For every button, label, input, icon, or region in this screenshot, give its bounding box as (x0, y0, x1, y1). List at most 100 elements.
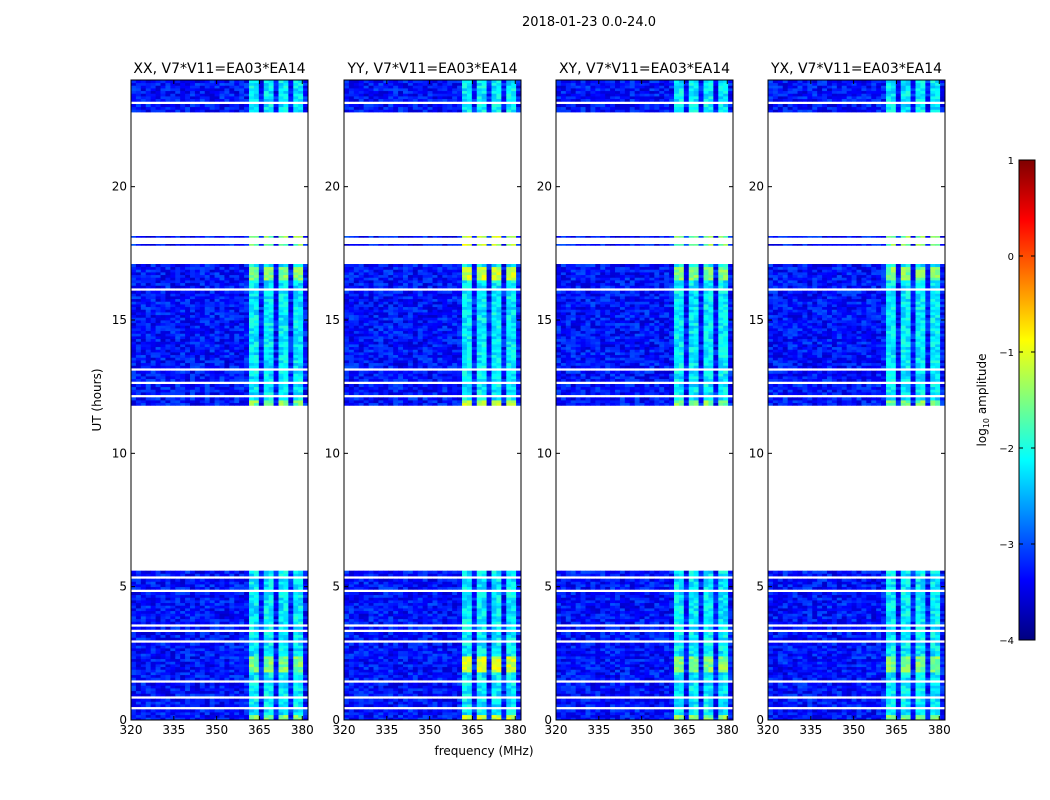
heatmap-cell (199, 309, 206, 313)
heatmap-cell (185, 104, 191, 108)
heatmap-cell (214, 336, 220, 340)
heatmap-cell (214, 634, 220, 638)
heatmap-cell (185, 85, 191, 89)
heatmap-cell (150, 690, 156, 694)
heatmap-cell (190, 570, 196, 574)
heatmap-cell (229, 618, 235, 622)
heatmap-cell (204, 280, 211, 284)
heatmap-cell (160, 352, 166, 356)
heatmap-cell (452, 650, 458, 654)
heatmap-cell (180, 80, 186, 84)
heatmap-cell (283, 642, 289, 646)
heatmap-cell (511, 669, 517, 673)
heatmap-cell (199, 244, 206, 246)
heatmap-cell (432, 672, 438, 676)
heatmap-cell (170, 685, 176, 689)
heatmap-cell (293, 320, 299, 324)
heatmap-cell (253, 314, 260, 318)
heatmap-cell (175, 90, 181, 94)
heatmap-cell (516, 666, 522, 670)
heatmap-cell (234, 370, 240, 374)
heatmap-cell (194, 96, 201, 100)
heatmap-cell (373, 661, 379, 665)
heatmap-cell (214, 712, 220, 716)
heatmap-cell (209, 365, 215, 369)
heatmap-cell (437, 666, 443, 670)
heatmap-cell (417, 688, 424, 692)
heatmap-cell (288, 309, 294, 313)
heatmap-cell (229, 712, 235, 716)
heatmap-cell (194, 293, 201, 297)
heatmap-cell (140, 376, 147, 380)
heatmap-cell (224, 682, 230, 686)
heatmap-cell (175, 632, 181, 636)
heatmap-cell (288, 616, 294, 620)
heatmap-cell (486, 661, 492, 665)
heatmap-cell (170, 106, 176, 110)
heatmap-cell (180, 360, 186, 364)
heatmap-cell (293, 608, 299, 612)
heatmap-cell (263, 677, 270, 681)
heatmap-cell (185, 330, 191, 334)
heatmap-cell (427, 714, 433, 718)
heatmap-cell (229, 656, 235, 660)
heatmap-cell (466, 653, 473, 657)
heatmap-cell (283, 365, 289, 369)
heatmap-cell (131, 330, 137, 334)
heatmap-cell (383, 693, 389, 697)
heatmap-cell (422, 709, 428, 713)
heatmap-cell (298, 690, 304, 694)
heatmap-cell (412, 714, 419, 718)
heatmap-cell (432, 682, 438, 686)
heatmap-cell (180, 584, 186, 588)
heatmap-cell (131, 714, 137, 718)
heatmap-cell (175, 578, 181, 582)
heatmap-cell (180, 285, 186, 289)
heatmap-cell (348, 653, 355, 657)
heatmap-cell (150, 602, 156, 606)
heatmap-cell (150, 693, 156, 697)
heatmap-cell (180, 602, 186, 606)
heatmap-cell (224, 325, 230, 329)
heatmap-cell (160, 616, 166, 620)
heatmap-cell (288, 109, 294, 113)
heatmap-cell (378, 698, 384, 702)
heatmap-cell (140, 266, 147, 270)
heatmap-cell (199, 645, 206, 649)
heatmap-cell (344, 672, 350, 676)
heatmap-cell (140, 661, 147, 665)
heatmap-cell (239, 236, 245, 238)
heatmap-cell (229, 333, 235, 337)
heatmap-cell (358, 650, 365, 654)
heatmap-cell (249, 282, 255, 286)
heatmap-cell (170, 360, 176, 364)
heatmap-cell (249, 578, 255, 582)
heatmap-cell (175, 698, 181, 702)
heatmap-cell (131, 584, 137, 588)
heatmap-cell (447, 693, 453, 697)
heatmap-cell (165, 600, 171, 604)
heatmap-cell (447, 645, 453, 649)
heatmap-cell (348, 685, 355, 689)
heatmap-cell (491, 709, 497, 713)
heatmap-cell (368, 650, 374, 654)
heatmap-cell (185, 314, 191, 318)
heatmap-cell (165, 282, 171, 286)
heatmap-cell (501, 645, 507, 649)
heatmap-cell (258, 693, 265, 697)
heatmap-cell (199, 325, 206, 329)
heatmap-cell (190, 602, 196, 606)
heatmap-cell (175, 320, 181, 324)
heatmap-cell (363, 674, 369, 678)
heatmap-cell (368, 666, 374, 670)
heatmap-cell (278, 277, 284, 281)
heatmap-cell (135, 376, 142, 380)
heatmap-cell (393, 642, 399, 646)
heatmap-cell (204, 93, 211, 97)
heatmap-cell (131, 586, 137, 590)
heatmap-cell (278, 656, 284, 660)
heatmap-cell (190, 354, 196, 358)
heatmap-cell (204, 688, 211, 692)
heatmap-cell (165, 717, 171, 721)
heatmap-cell (190, 85, 196, 89)
